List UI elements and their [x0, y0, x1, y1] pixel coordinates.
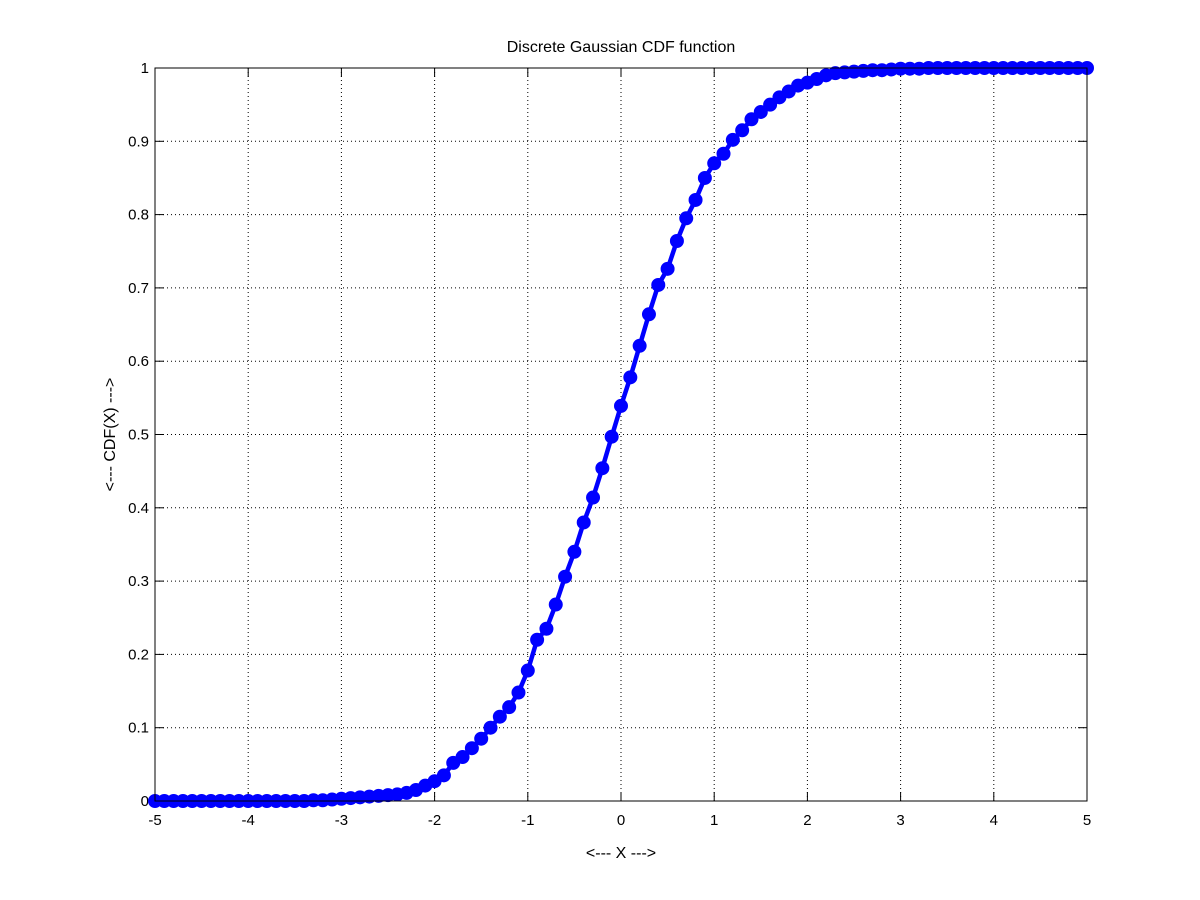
x-tick-label: 5 — [1083, 812, 1091, 829]
x-tick-label: 1 — [710, 812, 718, 829]
data-point — [707, 156, 722, 171]
data-point — [511, 685, 526, 700]
y-tick-label: 1 — [141, 60, 149, 77]
x-axis-label: <--- X ---> — [586, 845, 656, 862]
data-point — [530, 632, 545, 647]
data-point — [604, 429, 619, 444]
data-point — [464, 741, 479, 756]
y-tick-label: 0.1 — [128, 720, 149, 737]
data-point — [660, 261, 675, 276]
y-tick-label: 0.2 — [128, 646, 149, 663]
data-point — [669, 233, 684, 248]
chart-title: Discrete Gaussian CDF function — [507, 39, 736, 56]
data-point — [641, 307, 656, 322]
data-point — [632, 338, 647, 353]
data-point — [558, 569, 573, 584]
data-point — [614, 398, 628, 413]
data-point — [436, 768, 451, 783]
x-tick-label: 4 — [990, 812, 998, 829]
data-point — [455, 750, 470, 765]
data-point — [586, 490, 601, 505]
data-point — [595, 461, 610, 476]
data-point — [483, 720, 498, 735]
data-point — [753, 104, 768, 119]
y-tick-label: 0.9 — [128, 133, 149, 150]
y-tick-label: 0.8 — [128, 207, 149, 224]
data-point — [744, 112, 759, 127]
data-point — [623, 370, 638, 385]
data-point — [697, 170, 712, 185]
data-point — [763, 97, 778, 112]
data-point — [474, 731, 489, 746]
x-tick-label: -2 — [428, 812, 441, 829]
x-tick-label: -5 — [148, 812, 161, 829]
x-tick-label: -3 — [335, 812, 348, 829]
data-point — [567, 544, 582, 559]
y-axis-label: <--- CDF(X) ---> — [102, 378, 119, 492]
y-tick-label: 0.7 — [128, 280, 149, 297]
grid — [155, 68, 1087, 801]
data-point — [716, 146, 731, 161]
x-tick-label: -1 — [521, 812, 534, 829]
x-tick-label: -4 — [242, 812, 255, 829]
data-point — [725, 132, 740, 147]
x-tick-label: 2 — [803, 812, 811, 829]
data-point — [576, 515, 591, 530]
data-point — [502, 700, 517, 715]
y-tick-label: 0 — [141, 793, 149, 810]
y-tick-label: 0.4 — [128, 500, 149, 517]
data-point — [735, 123, 750, 138]
data-point — [548, 597, 563, 612]
data-point — [539, 621, 554, 636]
x-tick-label: 0 — [617, 812, 625, 829]
tick-labels: -5 -4 -3 -2 -1 0 1 2 3 4 5 0 0.1 0.2 0.3 0.4 0.5 0.6 0.7 0.… — [128, 60, 1091, 829]
axes-box — [154, 67, 1088, 802]
x-tick-label: 3 — [896, 812, 904, 829]
y-tick-label: 0.3 — [128, 573, 149, 590]
data-point — [651, 277, 666, 292]
y-tick-label: 0.6 — [128, 353, 149, 370]
data-point — [679, 211, 694, 226]
data-point — [492, 709, 507, 724]
y-tick-label: 0.5 — [128, 427, 149, 444]
data-point — [520, 663, 535, 678]
data-point — [688, 192, 703, 207]
